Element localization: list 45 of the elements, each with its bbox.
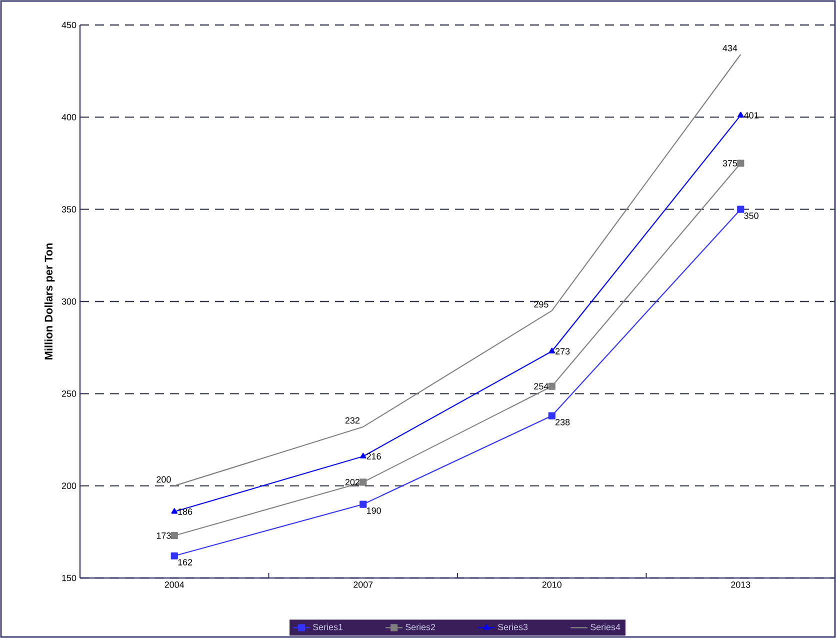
y-tick-label: 250 [62, 390, 76, 397]
point [548, 412, 556, 420]
data-label: 190 [367, 507, 381, 514]
data-label: 350 [744, 212, 758, 219]
point [737, 160, 744, 167]
point [548, 348, 556, 354]
legend-label: Series3 [498, 624, 528, 630]
point [737, 112, 744, 118]
data-label: 186 [178, 508, 192, 515]
data-label: 375 [722, 160, 738, 166]
data-label: 202 [345, 478, 360, 486]
data-label: 173 [156, 532, 171, 539]
point [170, 552, 178, 560]
data-label: 232 [345, 417, 360, 424]
data-label: 295 [534, 301, 548, 308]
y-tick-label: 350 [62, 206, 76, 213]
data-label: 162 [178, 559, 192, 566]
line-series [174, 54, 742, 486]
y-tick-label: 300 [62, 298, 76, 305]
y-tick-label: 400 [62, 114, 76, 120]
point [548, 382, 556, 390]
data-label: 200 [156, 476, 171, 483]
legend-label: Series2 [406, 624, 436, 630]
y-tick-label: 200 [62, 482, 76, 490]
x-tick-label: 2004 [164, 582, 184, 588]
data-label: 401 [744, 112, 758, 118]
legend-label: Series1 [313, 624, 343, 630]
data-label: 216 [366, 453, 381, 460]
x-tick-label: 2007 [354, 582, 373, 588]
point [171, 508, 178, 514]
data-label: 238 [556, 418, 570, 426]
point [170, 532, 178, 540]
point [360, 478, 367, 486]
x-tick-label: 2013 [731, 582, 750, 588]
point [737, 206, 744, 213]
legend-label: Series4 [590, 624, 620, 630]
data-label: 254 [534, 383, 548, 390]
x-tick-label: 2010 [542, 582, 562, 588]
point [360, 500, 367, 508]
y-tick-label: 450 [62, 22, 76, 28]
data-label: 434 [722, 44, 738, 52]
point [360, 452, 366, 458]
y-axis-title: Million Dollars per Ton [44, 244, 55, 360]
y-tick-label: 150 [62, 574, 76, 582]
data-label: 273 [556, 348, 570, 354]
